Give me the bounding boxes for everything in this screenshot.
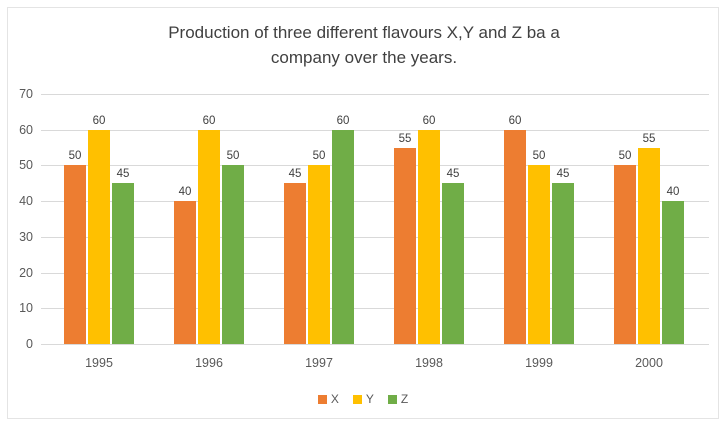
bar-z-1998[interactable]: 45 [442, 168, 464, 344]
chart-title: Production of three different flavours X… [168, 23, 560, 67]
bar-x-1999[interactable]: 60 [504, 115, 526, 344]
gridline [41, 94, 709, 95]
x-axis-tick-label-1995: 1995 [85, 356, 113, 370]
bar-y-2000[interactable]: 55 [638, 133, 660, 344]
bar-y-1998[interactable]: 60 [418, 115, 440, 344]
bar-y-1996[interactable]: 60 [198, 115, 220, 344]
legend-swatch-z-icon [387, 394, 397, 404]
bar-group: 45 50 60 [284, 94, 354, 344]
bar-x-1996[interactable]: 40 [174, 186, 196, 344]
y-axis-tick-label: 40 [19, 194, 33, 209]
bar-value-label: 40 [178, 186, 192, 199]
x-axis-tick-label-1998: 1998 [415, 356, 443, 370]
y-axis-tick-label: 20 [19, 265, 33, 280]
legend-label: X [330, 392, 339, 406]
bar-group: 60 50 45 [504, 94, 574, 344]
gridline [41, 308, 709, 310]
bar-value-label: 45 [446, 168, 460, 181]
legend-swatch-x-icon [317, 394, 327, 404]
bar-y-1997[interactable]: 50 [308, 150, 330, 344]
gridline [41, 272, 709, 274]
gridline [41, 201, 709, 203]
x-axis-tick-label-2000: 2000 [635, 356, 663, 370]
bar-value-label: 45 [288, 168, 302, 181]
bar-value-label: 50 [312, 150, 326, 163]
legend-item-x[interactable]: X [317, 392, 339, 406]
bar-value-label: 45 [556, 168, 570, 181]
legend-label: Y [365, 392, 374, 406]
bar-value-label: 60 [92, 114, 106, 127]
y-axis-tick-label: 0 [26, 337, 33, 351]
bar-z-2000[interactable]: 40 [662, 186, 684, 344]
gridline [41, 165, 709, 167]
bar-value-label: 55 [642, 132, 656, 145]
axis-baseline [41, 344, 709, 345]
chart-frame: Production of three different flavours X… [7, 7, 719, 419]
x-axis-tick-label-1999: 1999 [525, 356, 553, 370]
bar-group: 50 55 40 [614, 94, 684, 344]
y-axis-tick-label: 50 [19, 158, 33, 173]
legend-swatch-y-icon [352, 394, 362, 404]
y-axis-tick-label: 60 [19, 122, 33, 137]
bar-value-label: 50 [532, 150, 546, 163]
bar-x-1997[interactable]: 45 [284, 168, 306, 344]
bars-layer: 50 60 45 40 60 50 45 50 60 55 60 45 60 50 45 50 55 40 [41, 94, 709, 344]
x-axis-tick-label-1996: 1996 [195, 356, 223, 370]
bar-value-label: 40 [666, 186, 680, 199]
bar-group: 40 60 50 [174, 94, 244, 344]
gridline [41, 129, 709, 131]
bar-group: 50 60 45 [64, 94, 134, 344]
chart-legend: X Y Z [8, 392, 718, 406]
bar-value-label: 50 [68, 150, 82, 163]
x-axis-tick-label-1997: 1997 [305, 356, 333, 370]
plot-area: 70 60 50 40 30 20 10 0 50 60 45 40 60 50 45 50 60 55 60 45… [19, 87, 709, 370]
bar-value-label: 45 [116, 168, 130, 181]
bar-y-1999[interactable]: 50 [528, 150, 550, 344]
bar-value-label: 55 [398, 132, 412, 145]
bar-x-1998[interactable]: 55 [394, 133, 416, 344]
y-axis-tick-label: 10 [19, 301, 33, 316]
bar-group: 55 60 45 [394, 94, 464, 344]
y-axis-tick-label: 30 [19, 229, 33, 244]
bar-x-2000[interactable]: 50 [614, 150, 636, 344]
bar-y-1995[interactable]: 60 [88, 115, 110, 344]
legend-label: Z [400, 392, 409, 406]
bar-x-1995[interactable]: 50 [64, 150, 86, 344]
bar-z-1997[interactable]: 60 [332, 115, 354, 344]
bar-z-1996[interactable]: 50 [222, 150, 244, 344]
bar-value-label: 60 [422, 114, 436, 127]
bar-value-label: 50 [226, 150, 240, 163]
gridline [41, 236, 709, 238]
y-axis-tick-label: 70 [19, 87, 33, 101]
bar-z-1995[interactable]: 45 [112, 168, 134, 344]
bar-value-label: 60 [336, 114, 350, 127]
bar-value-label: 60 [508, 114, 522, 127]
legend-item-z[interactable]: Z [387, 392, 409, 406]
bar-z-1999[interactable]: 45 [552, 168, 574, 344]
bar-value-label: 50 [618, 150, 632, 163]
legend-item-y[interactable]: Y [352, 392, 374, 406]
bar-value-label: 60 [202, 114, 216, 127]
